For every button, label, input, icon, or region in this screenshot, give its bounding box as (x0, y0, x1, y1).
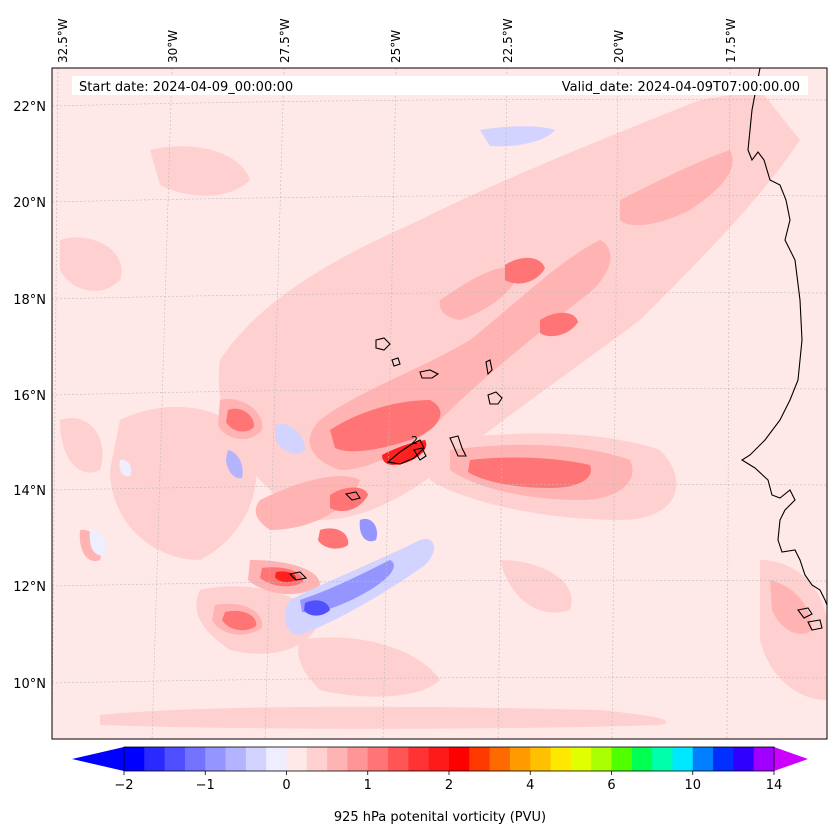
lat-label-16n: 16°N (13, 389, 46, 404)
colorbar-cell (266, 747, 287, 771)
colorbar-cell (124, 747, 145, 771)
valid-date-text: Valid_date: 2024-04-09T07:00:00.00 (562, 80, 800, 95)
island-south-1 (288, 571, 308, 581)
africa-coast (740, 68, 827, 606)
lon-label-27-5w: 27.5°W (278, 18, 292, 63)
colorbar-cell (388, 747, 409, 771)
lon-label-30w: 30°W (166, 30, 180, 63)
island-brava (344, 491, 361, 501)
colorbar-cell (550, 747, 572, 771)
lon-label-17-5w: 17.5°W (724, 18, 738, 63)
colorbar-tick-label: 0 (282, 778, 290, 793)
colorbar-tick-label: −2 (114, 778, 133, 793)
pv-negative-regions (89, 126, 555, 635)
colorbar-cell (591, 747, 612, 771)
colorbar-cell (469, 747, 491, 771)
colorbar-cell (306, 747, 328, 771)
island-sao-vicente (391, 357, 401, 367)
contour-label: 2 (411, 434, 418, 447)
colorbar-cell (286, 747, 308, 771)
colorbar-tick-label: 2 (445, 778, 453, 793)
colorbar-cell (205, 747, 227, 771)
colorbar-cell (570, 747, 592, 771)
lat-label-22n: 22°N (13, 100, 46, 115)
lat-label-18n: 18°N (13, 293, 46, 308)
colorbar-tick-label: −1 (196, 778, 215, 793)
colorbar-cell (692, 747, 714, 771)
island-boa-vista (487, 391, 503, 405)
colorbar-tick-label: 6 (607, 778, 615, 793)
colorbar-cell (713, 747, 734, 771)
pv-strong-band (222, 257, 591, 631)
lon-label-32-5w: 32.5°W (56, 18, 70, 63)
colorbar-cell (367, 747, 389, 771)
lat-label-12n: 12°N (13, 580, 46, 595)
coastlines (288, 68, 827, 631)
lon-label-22-5w: 22.5°W (501, 18, 515, 63)
start-date-text: Start date: 2024-04-09_00:00:00 (79, 80, 293, 95)
colorbar-cell (347, 747, 369, 771)
colorbar-cell (225, 747, 247, 771)
colorbar-tick-label: 14 (766, 778, 783, 793)
colorbar-cell (672, 747, 694, 771)
info-banner (72, 76, 808, 95)
colorbar-cell (652, 747, 673, 771)
pv-field: 2 Start date: 2024-04-09_00:00:00 Valid_… (52, 68, 827, 739)
island-sal (485, 359, 493, 376)
colorbar-cell (327, 747, 348, 771)
colorbar-cell (164, 747, 186, 771)
island-santiago (386, 439, 425, 465)
colorbar-cell (509, 747, 531, 771)
colorbar-cell (245, 747, 267, 771)
colorbar-cell (611, 747, 633, 771)
island-santo-antao (375, 337, 391, 351)
lon-label-20w: 20°W (612, 30, 626, 63)
colorbar-cell (449, 747, 470, 771)
colorbar-cell (631, 747, 653, 771)
colorbar-tick-label: 10 (684, 778, 701, 793)
lon-labels: 32.5°W 30°W 27.5°W 25°W 22.5°W 20°W 17.5… (56, 18, 738, 63)
islands-bijagos (797, 607, 823, 631)
colorbar-cell (184, 747, 206, 771)
colorbar-tick-label: 1 (364, 778, 372, 793)
colorbar-cell (489, 747, 511, 771)
island-sao-nicolau (419, 369, 440, 379)
colorbar-tick-label: 4 (526, 778, 534, 793)
lat-label-20n: 20°N (13, 196, 46, 211)
colorbar: −2 −1 0 1 2 4 6 10 14 925 hPa potenital vorticit… (72, 746, 808, 825)
lat-label-10n: 10°N (13, 677, 46, 692)
colorbar-cell (144, 747, 166, 771)
graticule (52, 68, 827, 739)
map-frame (51, 67, 828, 740)
island-fogo (413, 447, 427, 461)
lon-label-25w: 25°W (389, 30, 403, 63)
lat-labels: 22°N 20°N 18°N 16°N 14°N 12°N 10°N (13, 100, 46, 692)
colorbar-cell (408, 747, 430, 771)
colorbar-extend-min (72, 747, 124, 771)
colorbar-ticks: −2 −1 0 1 2 4 6 10 14 (114, 771, 782, 793)
colorbar-cell (428, 747, 450, 771)
colorbar-cells (124, 747, 775, 771)
lat-label-14n: 14°N (13, 484, 46, 499)
colorbar-cell (733, 747, 755, 771)
island-maio (449, 435, 467, 457)
colorbar-cell (753, 747, 775, 771)
colorbar-extend-max (774, 747, 808, 771)
colorbar-label: 925 hPa potenital vorticity (PVU) (334, 810, 546, 825)
colorbar-cell (530, 747, 552, 771)
